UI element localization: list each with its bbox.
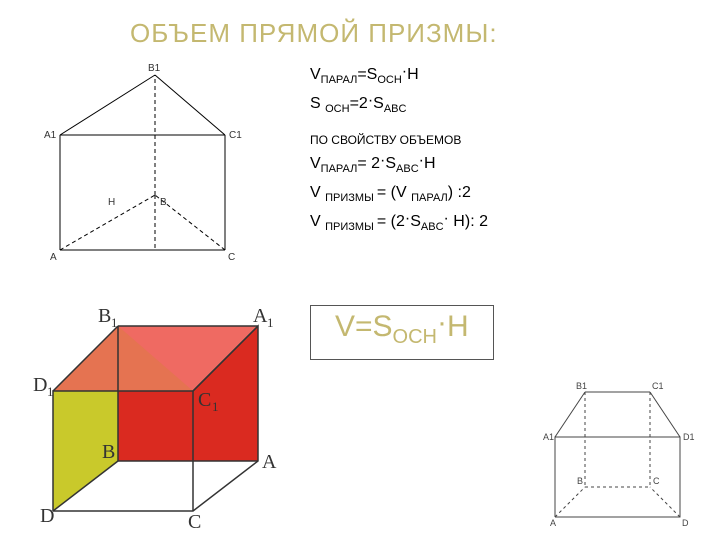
svg-text:B: B [98,305,111,327]
label-C1: C1 [229,130,242,141]
result-formula: V=SОСН·H [310,305,494,360]
txt: S [373,95,384,112]
txt: H [424,155,436,172]
formula-line-4: VПАРАЛ= 2·SABC·H [310,152,488,178]
formula-line-5: V ПРИЗМЫ = (V ПАРАЛ) :2 [310,181,488,207]
label-B1: B1 [148,63,161,74]
formula-block: VПАРАЛ=SОСН·H S ОСН=2·SABC ПО СВОЙСТВУ О… [310,60,488,238]
sub: ОСН [393,326,437,348]
txt: V=S [335,310,393,343]
figure-wire-cube: A D B C A1 D1 B1 C1 [540,372,695,527]
dot: · [437,306,447,339]
txt: S [385,155,396,172]
formula-line-3: ПО СВОЙСТВУ ОБЪЕМОВ [310,131,488,149]
label-B1: B1 [98,305,118,330]
page-title: ОБЪЕМ ПРЯМОЙ ПРИЗМЫ: [130,18,498,49]
svg-wire-cube: A D B C A1 D1 B1 C1 [540,372,695,527]
label-D: D [682,518,689,527]
svg-text:D: D [33,374,47,396]
sub: ПРИЗМЫ [325,221,377,233]
label-B: B [160,197,167,208]
txt: H [447,310,469,343]
sub: ABC [421,221,444,233]
label-A1: A1 [44,130,57,141]
dot: · [402,63,407,80]
title-text: ОБЪЕМ ПРЯМОЙ ПРИЗМЫ: [130,18,498,48]
dot: · [405,210,410,227]
txt: = 2 [357,155,380,172]
sub: ПАРАЛ [411,192,448,204]
label-D1: D1 [33,374,54,399]
label-C: C [228,252,235,263]
label-B1: B1 [576,381,587,391]
formula-line-1: VПАРАЛ=SОСН·H [310,63,488,89]
txt: =S [357,66,377,83]
sub: ABC [384,103,407,115]
label-H: H [108,197,115,208]
sub: ОСН [377,74,401,86]
txt: S [310,95,325,112]
dot: · [368,92,373,109]
sub: ABC [396,164,419,176]
svg-text:A: A [253,305,268,327]
formula-line-2: S ОСН=2·SABC [310,92,488,118]
svg-text:1: 1 [111,315,118,330]
txt: H [407,66,419,83]
sub: ПАРАЛ [321,164,358,176]
figure-colored-cube: D C A B D1 C1 A1 B1 [28,296,283,531]
svg-text:1: 1 [47,384,54,399]
label-A: A [550,518,556,527]
label-A: A [50,252,57,263]
label-B: B [102,441,115,463]
sub: ПРИЗМЫ [325,192,377,204]
label-C: C [188,511,201,531]
label-A1: A1 [543,432,554,442]
txt: ) :2 [448,184,471,201]
svg-colored-cube: D C A B D1 C1 A1 B1 [28,296,283,531]
txt: V [310,213,325,230]
txt: = (V [377,184,411,201]
dot: · [444,210,449,227]
txt: H): 2 [449,213,488,230]
sub: ПАРАЛ [321,74,358,86]
txt: V [310,155,321,172]
txt: S [410,213,421,230]
label-C: C [653,476,660,486]
svg-triangular-prism: A B C H A1 B1 C1 [30,55,255,270]
dot: · [380,152,385,169]
label-A1: A1 [253,305,274,330]
txt: =2 [350,95,368,112]
label-D1: D1 [683,432,695,442]
formula-line-6: V ПРИЗМЫ = (2·SABC· H): 2 [310,210,488,236]
dot: · [419,152,424,169]
figure-triangular-prism: A B C H A1 B1 C1 [30,55,255,270]
label-B: B [577,476,583,486]
txt: V [310,66,321,83]
svg-text:1: 1 [267,315,274,330]
txt: = (2 [377,213,405,230]
svg-text:1: 1 [212,399,219,414]
txt: V [310,184,325,201]
svg-text:C: C [198,389,211,411]
sub: ОСН [325,103,349,115]
label-C1: C1 [652,381,664,391]
label-A: A [262,451,277,473]
label-D: D [40,505,54,527]
